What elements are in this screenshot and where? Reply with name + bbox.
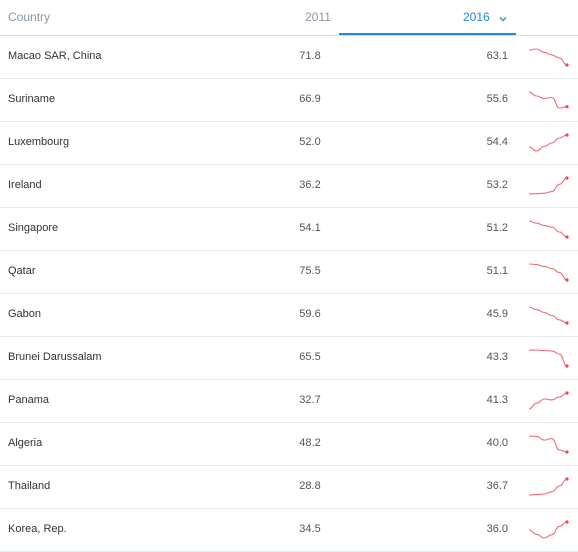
value-2011: 71.8	[299, 50, 321, 62]
country-name[interactable]: Panama	[8, 394, 49, 406]
sparkline-end-dot	[565, 520, 569, 524]
value-2011: 52.0	[299, 136, 321, 148]
sparkline-path	[528, 48, 568, 66]
value-2011: 54.1	[299, 222, 321, 234]
country-name[interactable]: Brunei Darussalam	[8, 351, 102, 363]
value-2016: 53.2	[486, 179, 508, 191]
sparkline	[528, 349, 569, 368]
value-2011: 32.7	[299, 394, 321, 406]
sparkline-end-dot	[565, 105, 569, 109]
value-2016: 40.0	[486, 437, 508, 449]
table-row[interactable]: Korea, Rep. 34.5 36.0	[0, 509, 578, 552]
table-row[interactable]: Thailand 28.8 36.7	[0, 466, 578, 509]
sparkline-end-dot	[565, 321, 569, 325]
value-2016: 36.0	[486, 523, 508, 535]
value-2016: 45.9	[486, 308, 508, 320]
table-row[interactable]: Suriname 66.9 55.6	[0, 79, 578, 122]
sparkline-end-dot	[565, 477, 569, 481]
sparkline-end-dot	[565, 391, 569, 395]
table-row[interactable]: Qatar 75.5 51.1	[0, 251, 578, 294]
sparkline-path	[528, 134, 568, 152]
table-row[interactable]: Panama 32.7 41.3	[0, 380, 578, 423]
value-2016: 43.3	[486, 351, 508, 363]
sparkline-end-dot	[565, 235, 569, 239]
value-2016: 54.4	[486, 136, 508, 148]
sparkline	[528, 176, 569, 195]
column-header-country[interactable]: Country	[8, 10, 51, 24]
sparkline	[528, 220, 569, 239]
table-row[interactable]: Luxembourg 52.0 54.4	[0, 122, 578, 165]
sparkline	[528, 520, 569, 539]
sparkline-path	[528, 91, 568, 109]
value-2011: 36.2	[299, 179, 321, 191]
column-header-2016-label: 2016	[462, 10, 490, 24]
sparkline	[528, 435, 569, 454]
sparkline-path	[528, 521, 568, 539]
chevron-down-icon[interactable]	[499, 11, 507, 25]
country-name[interactable]: Suriname	[8, 93, 56, 105]
value-2011: 34.5	[299, 523, 321, 535]
value-2011: 28.8	[299, 480, 321, 492]
country-name[interactable]: Singapore	[8, 222, 59, 234]
sparkline-path	[528, 392, 568, 410]
country-name[interactable]: Algeria	[8, 437, 43, 449]
active-sort-underline	[339, 33, 516, 35]
sparkline-end-dot	[565, 450, 569, 454]
sparkline	[528, 477, 569, 496]
table-body: Macao SAR, China 71.8 63.1 Suriname 66.9 55.6…	[0, 36, 578, 552]
sparkline-end-dot	[565, 133, 569, 137]
country-name[interactable]: Korea, Rep.	[8, 523, 67, 535]
country-name[interactable]: Gabon	[8, 308, 42, 320]
sparkline-path	[528, 177, 568, 195]
country-name[interactable]: Luxembourg	[8, 136, 70, 148]
column-header-2016[interactable]: 2016	[450, 10, 520, 25]
sparkline-end-dot	[565, 176, 569, 180]
sparkline-path	[528, 263, 568, 281]
value-2016: 41.3	[486, 394, 508, 406]
sparkline-end-dot	[565, 364, 569, 368]
sparkline	[528, 133, 569, 152]
sparkline-end-dot	[565, 63, 569, 67]
value-2016: 55.6	[486, 93, 508, 105]
country-name[interactable]: Thailand	[8, 480, 51, 492]
table-header: Country 2011 2016	[0, 0, 578, 36]
table-row[interactable]: Ireland 36.2 53.2	[0, 165, 578, 208]
table-row[interactable]: Singapore 54.1 51.2	[0, 208, 578, 251]
value-2011: 66.9	[299, 93, 321, 105]
value-2016: 51.2	[486, 222, 508, 234]
column-header-2011[interactable]: 2011	[305, 10, 331, 24]
sparkline	[528, 391, 569, 410]
value-2011: 65.5	[299, 351, 321, 363]
sparkline	[528, 91, 569, 109]
value-2016: 36.7	[486, 480, 508, 492]
sparkline	[528, 48, 569, 67]
table-row[interactable]: Brunei Darussalam 65.5 43.3	[0, 337, 578, 380]
sparkline-path	[528, 220, 568, 238]
value-2011: 59.6	[299, 308, 321, 320]
table-row[interactable]: Algeria 48.2 40.0	[0, 423, 578, 466]
country-name[interactable]: Ireland	[8, 179, 42, 191]
sparkline	[528, 306, 569, 325]
sparkline-path	[528, 306, 568, 324]
value-2016: 51.1	[486, 265, 508, 277]
sparkline-path	[528, 349, 568, 367]
value-2016: 63.1	[486, 50, 508, 62]
country-name[interactable]: Qatar	[8, 265, 36, 277]
sparkline-end-dot	[565, 278, 569, 282]
sparkline-path	[528, 478, 568, 496]
sparkline-path	[528, 435, 568, 453]
sparkline	[528, 263, 569, 282]
value-2011: 48.2	[299, 437, 321, 449]
table-row[interactable]: Gabon 59.6 45.9	[0, 294, 578, 337]
country-name[interactable]: Macao SAR, China	[8, 50, 102, 62]
table-row[interactable]: Macao SAR, China 71.8 63.1	[0, 36, 578, 79]
value-2011: 75.5	[299, 265, 321, 277]
